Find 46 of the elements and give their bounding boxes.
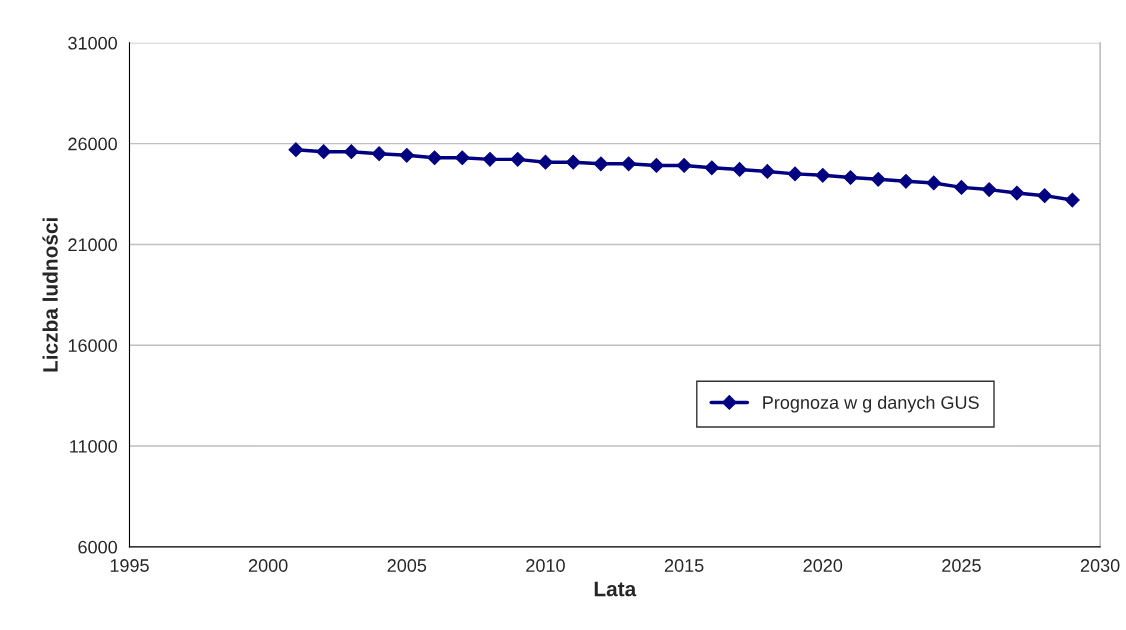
point xyxy=(759,164,775,179)
point xyxy=(1009,185,1025,201)
point xyxy=(621,156,637,172)
point xyxy=(1064,192,1080,208)
point xyxy=(510,151,526,167)
point xyxy=(870,171,886,187)
point xyxy=(482,151,498,167)
point xyxy=(288,142,304,158)
point xyxy=(981,182,997,197)
x-tick-label: 2000 xyxy=(248,559,288,572)
y-tick-label: 31000 xyxy=(68,36,117,50)
y-tick-label: 26000 xyxy=(68,137,117,151)
point xyxy=(538,154,553,170)
x-tick-label: 2030 xyxy=(1080,559,1120,572)
point xyxy=(954,179,969,195)
point xyxy=(371,146,387,162)
x-tick-label: 2025 xyxy=(942,559,981,572)
point xyxy=(343,144,359,160)
x-tick-label: 1995 xyxy=(110,559,149,572)
point xyxy=(926,175,942,191)
point xyxy=(427,150,442,166)
point xyxy=(815,167,831,183)
point xyxy=(1037,188,1053,204)
point xyxy=(787,166,803,182)
point xyxy=(316,144,332,160)
x-tick-label: 2015 xyxy=(664,559,704,572)
y-tick-label: 21000 xyxy=(68,238,117,252)
x-tick-label: 2020 xyxy=(803,559,843,572)
point xyxy=(843,170,858,185)
legend-label: Prognoza w g danych GUS xyxy=(763,395,979,413)
point xyxy=(704,160,720,176)
point xyxy=(898,173,914,189)
point xyxy=(454,150,470,166)
y-tick-label: 11000 xyxy=(70,439,117,453)
point xyxy=(399,147,415,163)
x-axis-title: Lata xyxy=(594,581,637,597)
y-axis-title: Liczba ludności xyxy=(42,218,58,372)
x-tick-label: 2010 xyxy=(526,559,565,572)
point xyxy=(565,154,581,170)
y-tick-label: 16000 xyxy=(68,339,117,352)
point xyxy=(649,158,664,173)
x-tick-label: 2005 xyxy=(387,559,427,572)
point xyxy=(593,156,609,172)
point xyxy=(732,162,747,177)
y-tick-label: 6000 xyxy=(78,540,117,554)
point xyxy=(676,158,692,173)
